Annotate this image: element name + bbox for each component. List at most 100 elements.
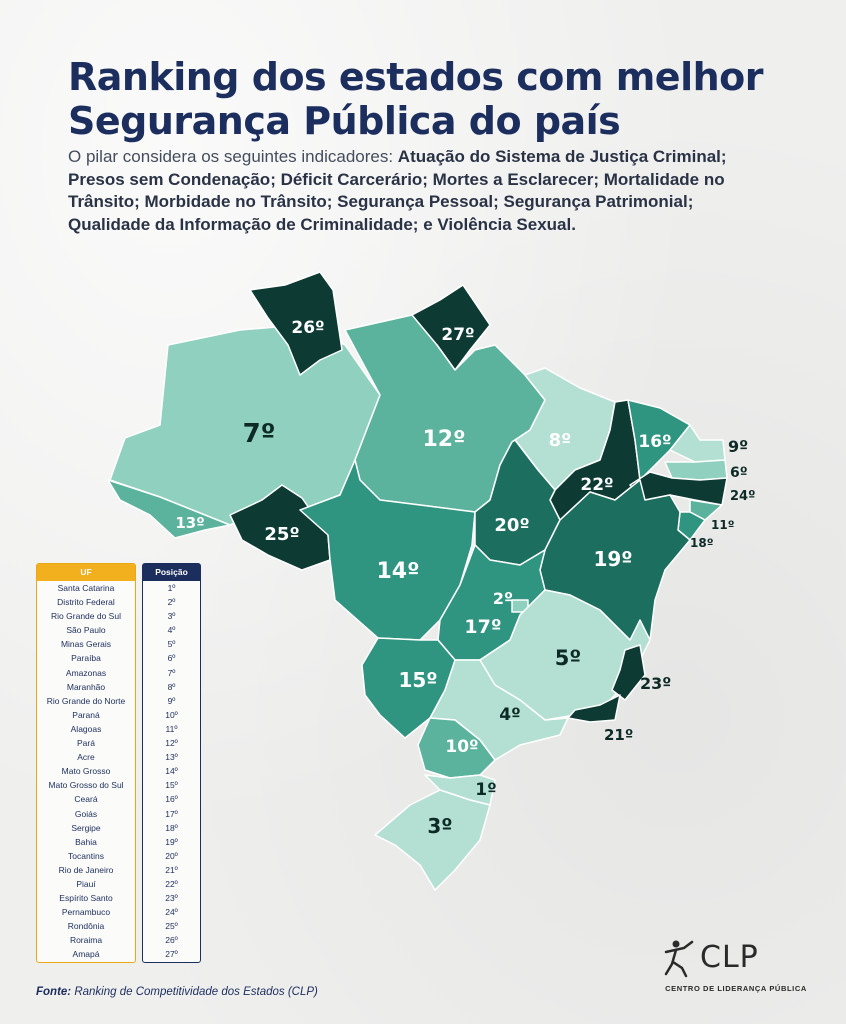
legend-position-row: 21º [165, 864, 178, 875]
legend-uf-row: Rio Grande do Norte [46, 695, 126, 706]
legend-uf-row: Sergipe [71, 822, 101, 833]
label-ma: 8º [549, 430, 572, 451]
subtitle-intro: O pilar considera os seguintes indicador… [68, 147, 398, 166]
page-title: Ranking dos estados com melhor Segurança… [68, 55, 788, 143]
source-text: Ranking de Competitividade dos Estados (… [71, 986, 318, 998]
legend-position-row: 22º [165, 878, 178, 889]
legend-position-row: 24º [165, 907, 178, 918]
label-al: 11º [711, 518, 735, 532]
legend-position-row: 27º [165, 949, 178, 960]
state-es [611, 644, 646, 701]
legend-position-row: 1º [167, 583, 176, 593]
title-line-2: Segurança Pública do país [68, 99, 621, 143]
label-rj: 21º [604, 726, 633, 744]
legend-uf-row: Rio Grande do Sul [51, 611, 121, 622]
label-pa: 12º [422, 427, 465, 452]
source-note: Fonte: Ranking de Competitividade dos Es… [36, 986, 318, 998]
label-es: 23º [640, 674, 671, 693]
legend-uf-row: Bahia [75, 836, 97, 847]
legend-uf-row: Piauí [76, 878, 96, 889]
legend-uf-row: Acre [77, 752, 95, 763]
legend-uf-row: Paraná [72, 709, 100, 720]
label-rs: 3º [427, 814, 452, 838]
legend-uf-row: Ceará [74, 794, 98, 805]
legend-position-row: 4º [167, 625, 176, 636]
legend-uf-row: Paraíba [71, 653, 101, 664]
legend-uf-column: UF Santa Catarina Distrito Federal Rio Gra… [36, 563, 136, 963]
legend-position-row: 17º [165, 808, 178, 819]
clp-logo-icon [664, 940, 694, 978]
legend-uf-row: São Paulo [66, 625, 106, 636]
label-sp: 4º [499, 705, 520, 725]
legend-position-row: 13º [165, 752, 178, 763]
page-subtitle: O pilar considera os seguintes indicador… [68, 146, 758, 236]
state-pb [664, 459, 728, 481]
legend-position-row: 25º [165, 921, 178, 932]
legend-uf-row: Distrito Federal [57, 597, 115, 608]
legend-uf-row: Rondônia [67, 921, 105, 932]
legend-uf-row: Pará [77, 738, 95, 749]
label-se: 18º [690, 536, 714, 550]
label-pe: 24º [730, 489, 755, 504]
legend-position-row: 10º [165, 709, 178, 720]
legend-uf-row: Santa Catarina [57, 583, 115, 593]
legend-position-row: 14º [165, 766, 178, 777]
label-ap: 27º [441, 325, 474, 345]
legend-position-row: 23º [165, 893, 178, 904]
state-ac [107, 479, 231, 539]
legend-position-row: 18º [165, 822, 178, 833]
clp-logo-subtitle: CENTRO DE LIDERANÇA PÚBLICA [665, 984, 807, 993]
label-mt: 14º [376, 559, 419, 584]
legend-uf-row: Rio de Janeiro [58, 864, 114, 875]
label-pb: 6º [730, 465, 748, 481]
legend-position-row: 15º [165, 780, 178, 791]
label-rn: 9º [728, 437, 748, 456]
legend-position-row: 5º [167, 639, 176, 650]
legend-position-row: 2º [167, 597, 176, 608]
label-ac: 13º [175, 514, 204, 532]
subtitle-indicators: Atuação do Sistema de Justiça Criminal; … [68, 147, 727, 234]
label-mg: 5º [555, 646, 581, 670]
legend-position-row: 16º [165, 794, 178, 805]
legend-position-row: 19º [165, 836, 178, 847]
legend-position-row: 12º [165, 738, 178, 749]
legend-position-row: 26º [165, 935, 178, 946]
title-line-1: Ranking dos estados com melhor [68, 55, 764, 99]
legend-position-row: 11º [165, 723, 178, 734]
label-df: 2º [493, 589, 513, 608]
state-rr [249, 271, 343, 376]
legend-uf-row: Mato Grosso [61, 766, 111, 777]
clp-logo: CLP CENTRO DE LIDERANÇA PÚBLICA [662, 938, 810, 998]
legend-position-row: 3º [167, 611, 176, 622]
legend-uf-row: Pernambuco [61, 907, 111, 918]
label-pr: 10º [445, 737, 478, 757]
legend-position-row: 8º [167, 681, 176, 692]
label-ro: 25º [264, 524, 299, 545]
legend-uf-header: UF [37, 564, 135, 581]
label-ce: 16º [638, 432, 671, 452]
source-label: Fonte: [36, 986, 72, 998]
legend-position-row: 9º [167, 695, 176, 706]
legend-uf-row: Maranhão [66, 681, 106, 692]
label-ba: 19º [593, 547, 632, 571]
legend-position-row: 20º [165, 850, 178, 861]
legend-uf-row: Espírito Santo [59, 893, 113, 904]
legend-uf-row: Goiás [74, 808, 98, 819]
legend-uf-row: Amazonas [65, 667, 107, 678]
legend-position-column: Posição 1º 2º 3º 4º 5º 6º 7º 8º 9º 10º 11º 12º 13º 14… [142, 563, 201, 963]
label-rr: 26º [291, 318, 324, 338]
legend-position-rows: 1º 2º 3º 4º 5º 6º 7º 8º 9º 10º 11º 12º 13º 14º 15º 16º 1… [143, 581, 200, 962]
label-go: 17º [464, 616, 501, 638]
legend-position-row: 7º [167, 667, 176, 678]
legend-uf-row: Mato Grosso do Sul [48, 780, 124, 791]
legend-uf-row: Alagoas [70, 723, 102, 734]
legend-uf-row: Amapá [72, 949, 100, 960]
legend-uf-row: Minas Gerais [60, 639, 112, 650]
legend-position-header: Posição [143, 564, 200, 581]
label-sc: 1º [475, 780, 496, 800]
label-to: 20º [494, 515, 529, 536]
state-ce [627, 399, 691, 481]
state-rs [374, 789, 491, 891]
legend-uf-row: Tocantins [68, 850, 104, 861]
